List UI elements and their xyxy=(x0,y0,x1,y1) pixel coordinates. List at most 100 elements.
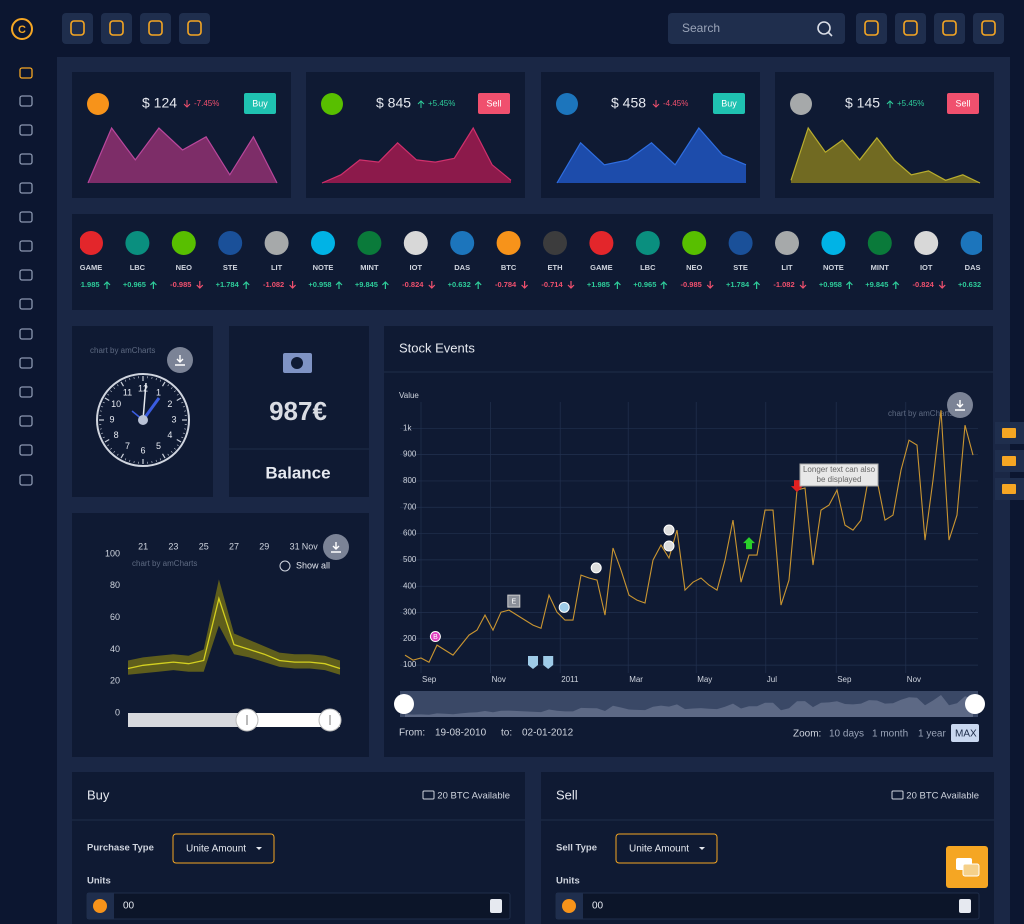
ticker-name: GAME xyxy=(80,263,103,272)
action-button[interactable] xyxy=(713,93,745,114)
ticker-arrow xyxy=(149,281,157,289)
navigator-handle[interactable] xyxy=(965,694,985,714)
clock-tick xyxy=(159,379,162,382)
clock-tick xyxy=(104,438,110,443)
event-marker[interactable] xyxy=(543,656,554,669)
coin-price: $ 458 xyxy=(611,95,646,111)
zoom-button: 1 month xyxy=(872,729,908,740)
toolbar-button[interactable] xyxy=(62,13,93,44)
clock-number: 3 xyxy=(171,414,176,424)
event-marker[interactable] xyxy=(558,601,570,613)
zoom-button-bg[interactable] xyxy=(951,724,979,742)
clock-tick xyxy=(110,447,112,450)
action-button[interactable] xyxy=(478,93,510,114)
toolbar-icon xyxy=(148,20,163,36)
ticker-change: +0.632 xyxy=(958,280,981,289)
clock-tick xyxy=(182,432,185,434)
event-marker[interactable] xyxy=(743,537,755,550)
clock-tick xyxy=(113,451,116,453)
clock-tick xyxy=(170,387,173,389)
clock-tick xyxy=(124,458,127,461)
wallet-icon xyxy=(891,790,904,800)
sidebar-icon[interactable] xyxy=(19,153,33,165)
ticker-icon xyxy=(867,231,892,255)
clock-tick xyxy=(181,401,184,404)
units-input[interactable] xyxy=(86,892,511,920)
event-marker[interactable] xyxy=(507,594,521,608)
spinner[interactable] xyxy=(490,899,502,913)
sidebar-icon[interactable] xyxy=(19,474,33,486)
chart-credit: chart by amCharts xyxy=(132,559,197,568)
ticker-icon xyxy=(543,231,567,255)
coin-change: +5.45% xyxy=(428,99,455,108)
search-box[interactable] xyxy=(668,13,845,44)
coin-icon xyxy=(87,93,109,115)
event-marker[interactable] xyxy=(663,524,675,536)
sidebar-icon[interactable] xyxy=(19,386,33,398)
ticker-change: -0.714 xyxy=(541,280,563,289)
clock-tick xyxy=(116,384,119,387)
clock-tick xyxy=(174,390,176,393)
action-button[interactable] xyxy=(244,93,276,114)
search-icon[interactable] xyxy=(817,21,831,35)
sidebar-icon[interactable] xyxy=(19,357,33,369)
x-tick-label: Nov xyxy=(302,541,319,551)
clock-tick xyxy=(120,453,125,459)
clock-tick xyxy=(176,393,179,396)
sidebar-icon[interactable] xyxy=(19,240,33,252)
sidebar-icon[interactable] xyxy=(19,415,33,427)
download-icon xyxy=(331,542,341,553)
sidebar-icon[interactable] xyxy=(19,444,33,456)
y-tick-label: 300 xyxy=(403,608,417,617)
toolbar-button[interactable] xyxy=(101,13,132,44)
sidebar-icon[interactable] xyxy=(19,124,33,136)
field-label: Purchase Type xyxy=(87,843,154,854)
sidebar-icon[interactable] xyxy=(19,67,33,79)
ticker-icon xyxy=(914,231,939,255)
action-button[interactable] xyxy=(947,93,979,114)
show-all-icon[interactable] xyxy=(279,560,291,572)
toolbar-button[interactable] xyxy=(140,13,171,44)
event-marker[interactable] xyxy=(663,540,675,552)
toolbar-button[interactable] xyxy=(934,13,965,44)
toolbar-button[interactable] xyxy=(856,13,887,44)
y-tick-label: 400 xyxy=(403,581,417,590)
ticker-name: LIT xyxy=(271,263,283,272)
event-marker[interactable] xyxy=(528,656,538,669)
spinner[interactable] xyxy=(959,899,971,913)
dropdown-caret xyxy=(699,847,705,850)
ticker-track: GAME +1.985 LBC +0.965 NEO -0.985 STE +1.784 LIT… xyxy=(80,231,982,289)
ticker-name: NEO xyxy=(686,263,702,272)
ticker-icon xyxy=(311,231,335,255)
logo[interactable] xyxy=(11,18,33,40)
event-marker[interactable] xyxy=(429,631,441,643)
available-balance: 20 BTC Available xyxy=(437,791,510,802)
x-tick-label: 31 xyxy=(290,541,300,551)
dropdown[interactable] xyxy=(615,833,718,864)
toolbar-button[interactable] xyxy=(179,13,210,44)
toolbar-button[interactable] xyxy=(973,13,1004,44)
event-marker[interactable] xyxy=(590,562,602,574)
sidebar-icon[interactable] xyxy=(19,269,33,281)
units-input[interactable] xyxy=(555,892,980,920)
panel-title: Buy xyxy=(87,787,110,802)
clock-number: 6 xyxy=(140,445,145,455)
action-label: Sell xyxy=(955,98,970,108)
coin-change: -4.45% xyxy=(663,99,688,108)
navigator-handle[interactable] xyxy=(394,694,414,714)
sidebar-icon[interactable] xyxy=(19,298,33,310)
ticker-arrow xyxy=(381,281,389,289)
toolbar-button[interactable] xyxy=(895,13,926,44)
dropdown[interactable] xyxy=(172,833,275,864)
ticker-icon xyxy=(403,231,428,255)
ticker-icon xyxy=(635,231,660,255)
ticker-arrow xyxy=(938,281,946,289)
sidebar-icon[interactable] xyxy=(19,328,33,340)
sidebar-icon[interactable] xyxy=(19,182,33,194)
event-label: E xyxy=(511,598,516,605)
sidebar-icon[interactable] xyxy=(19,95,33,107)
clock-tick xyxy=(176,444,179,447)
clock-tick xyxy=(101,432,104,434)
sidebar-icon[interactable] xyxy=(19,211,33,223)
x-tick-label: May xyxy=(697,675,712,684)
